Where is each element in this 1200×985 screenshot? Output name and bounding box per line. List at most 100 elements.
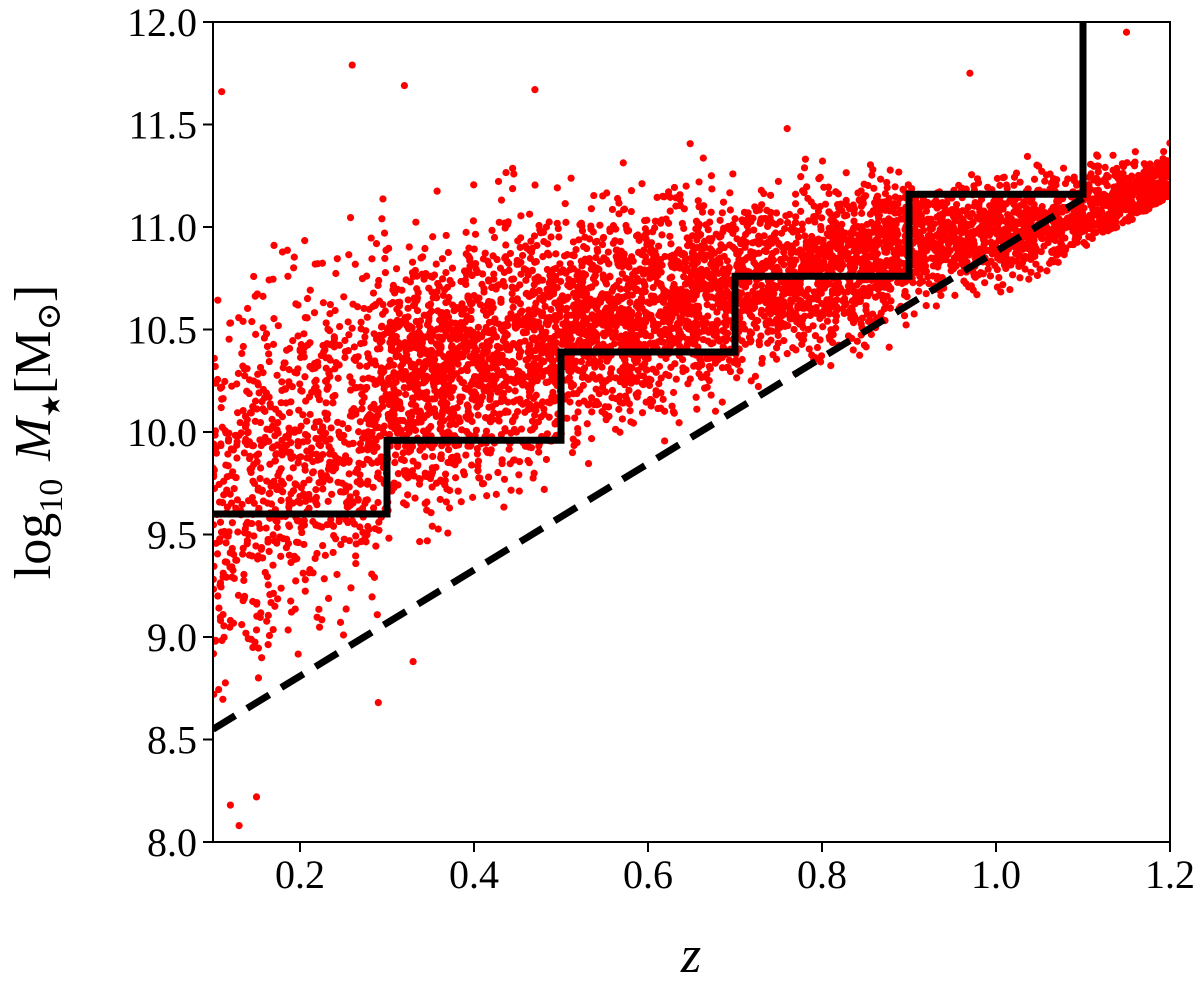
scatter-point <box>378 322 386 330</box>
scatter-point <box>841 234 849 242</box>
scatter-point <box>454 344 462 353</box>
scatter-point <box>752 298 760 306</box>
scatter-point <box>368 570 376 578</box>
scatter-point <box>817 352 826 360</box>
scatter-point <box>824 243 832 251</box>
scatter-point <box>628 308 636 316</box>
scatter-point <box>664 219 673 227</box>
scatter-point <box>289 487 298 495</box>
scatter-point <box>510 275 518 283</box>
scatter-point <box>324 497 332 505</box>
scatter-point <box>244 428 252 436</box>
scatter-point <box>294 538 302 547</box>
scatter-point <box>441 375 449 383</box>
scatter-point <box>571 414 579 422</box>
scatter-point <box>428 522 436 530</box>
scatter-point <box>312 493 321 501</box>
scatter-point <box>372 380 381 388</box>
scatter-point <box>804 285 812 293</box>
scatter-point <box>474 411 482 419</box>
scatter-point <box>718 398 726 406</box>
scatter-point <box>600 330 608 338</box>
scatter-point <box>570 252 578 260</box>
scatter-point <box>584 459 593 468</box>
scatter-point <box>500 475 509 483</box>
scatter-point <box>280 359 288 367</box>
scatter-point <box>254 674 263 682</box>
scatter-point <box>273 523 281 532</box>
scatter-point <box>508 283 516 291</box>
scatter-point <box>436 425 444 433</box>
scatter-point <box>326 310 334 318</box>
scatter-point <box>401 442 410 450</box>
scatter-point <box>363 272 371 280</box>
scatter-point <box>540 237 548 246</box>
scatter-point <box>699 154 707 162</box>
scatter-point <box>374 281 382 290</box>
scatter-point <box>422 395 431 403</box>
scatter-point <box>585 359 593 367</box>
scatter-point <box>729 170 737 178</box>
scatter-point <box>226 616 235 625</box>
scatter-point <box>487 298 496 306</box>
scatter-point <box>319 424 327 432</box>
scatter-point <box>774 339 782 347</box>
scatter-point <box>315 522 323 530</box>
scatter-point <box>698 315 706 323</box>
scatter-point <box>213 354 218 362</box>
scatter-point <box>433 187 441 195</box>
scatter-point <box>731 215 739 223</box>
scatter-point <box>608 205 617 214</box>
scatter-point <box>438 393 446 401</box>
scatter-point <box>497 430 505 439</box>
scatter-point <box>894 278 902 287</box>
scatter-point <box>641 225 649 233</box>
scatter-point <box>461 280 470 288</box>
scatter-point <box>634 389 642 397</box>
scatter-point <box>725 264 733 272</box>
scatter-point <box>410 363 418 371</box>
scatter-point <box>469 217 478 225</box>
scatter-point <box>525 210 534 218</box>
scatter-point <box>637 233 645 241</box>
scatter-point <box>241 412 250 420</box>
scatter-point <box>294 650 302 658</box>
scatter-point <box>715 233 724 241</box>
scatter-point <box>374 498 382 507</box>
scatter-point <box>718 209 726 217</box>
scatter-point <box>755 206 764 214</box>
scatter-point <box>218 499 227 507</box>
scatter-point <box>528 266 536 275</box>
scatter-point <box>255 389 263 397</box>
scatter-point <box>674 247 682 256</box>
scatter-point <box>256 436 264 444</box>
scatter-point <box>252 626 261 634</box>
scatter-point <box>744 209 752 217</box>
scatter-point <box>213 550 222 558</box>
scatter-point <box>330 334 339 343</box>
scatter-point <box>490 270 498 278</box>
scatter-point <box>273 371 281 379</box>
scatter-point <box>613 194 622 203</box>
scatter-point <box>592 253 600 262</box>
scatter-point <box>294 301 302 309</box>
scatter-point <box>892 233 900 241</box>
scatter-point <box>242 420 250 428</box>
scatter-point <box>418 270 426 278</box>
scatter-point <box>475 397 483 405</box>
scatter-point <box>605 260 613 268</box>
scatter-point <box>219 569 227 577</box>
scatter-point <box>874 285 882 293</box>
scatter-point <box>672 194 680 202</box>
scatter-point <box>483 366 491 374</box>
scatter-point <box>257 543 266 552</box>
scatter-point <box>292 481 300 489</box>
scatter-point <box>808 235 817 243</box>
scatter-point <box>363 313 371 321</box>
scatter-point <box>444 458 452 467</box>
scatter-point <box>718 244 726 252</box>
scatter-point <box>298 387 306 395</box>
scatter-point <box>538 328 546 336</box>
scatter-point <box>361 333 369 341</box>
scatter-point <box>351 260 359 268</box>
